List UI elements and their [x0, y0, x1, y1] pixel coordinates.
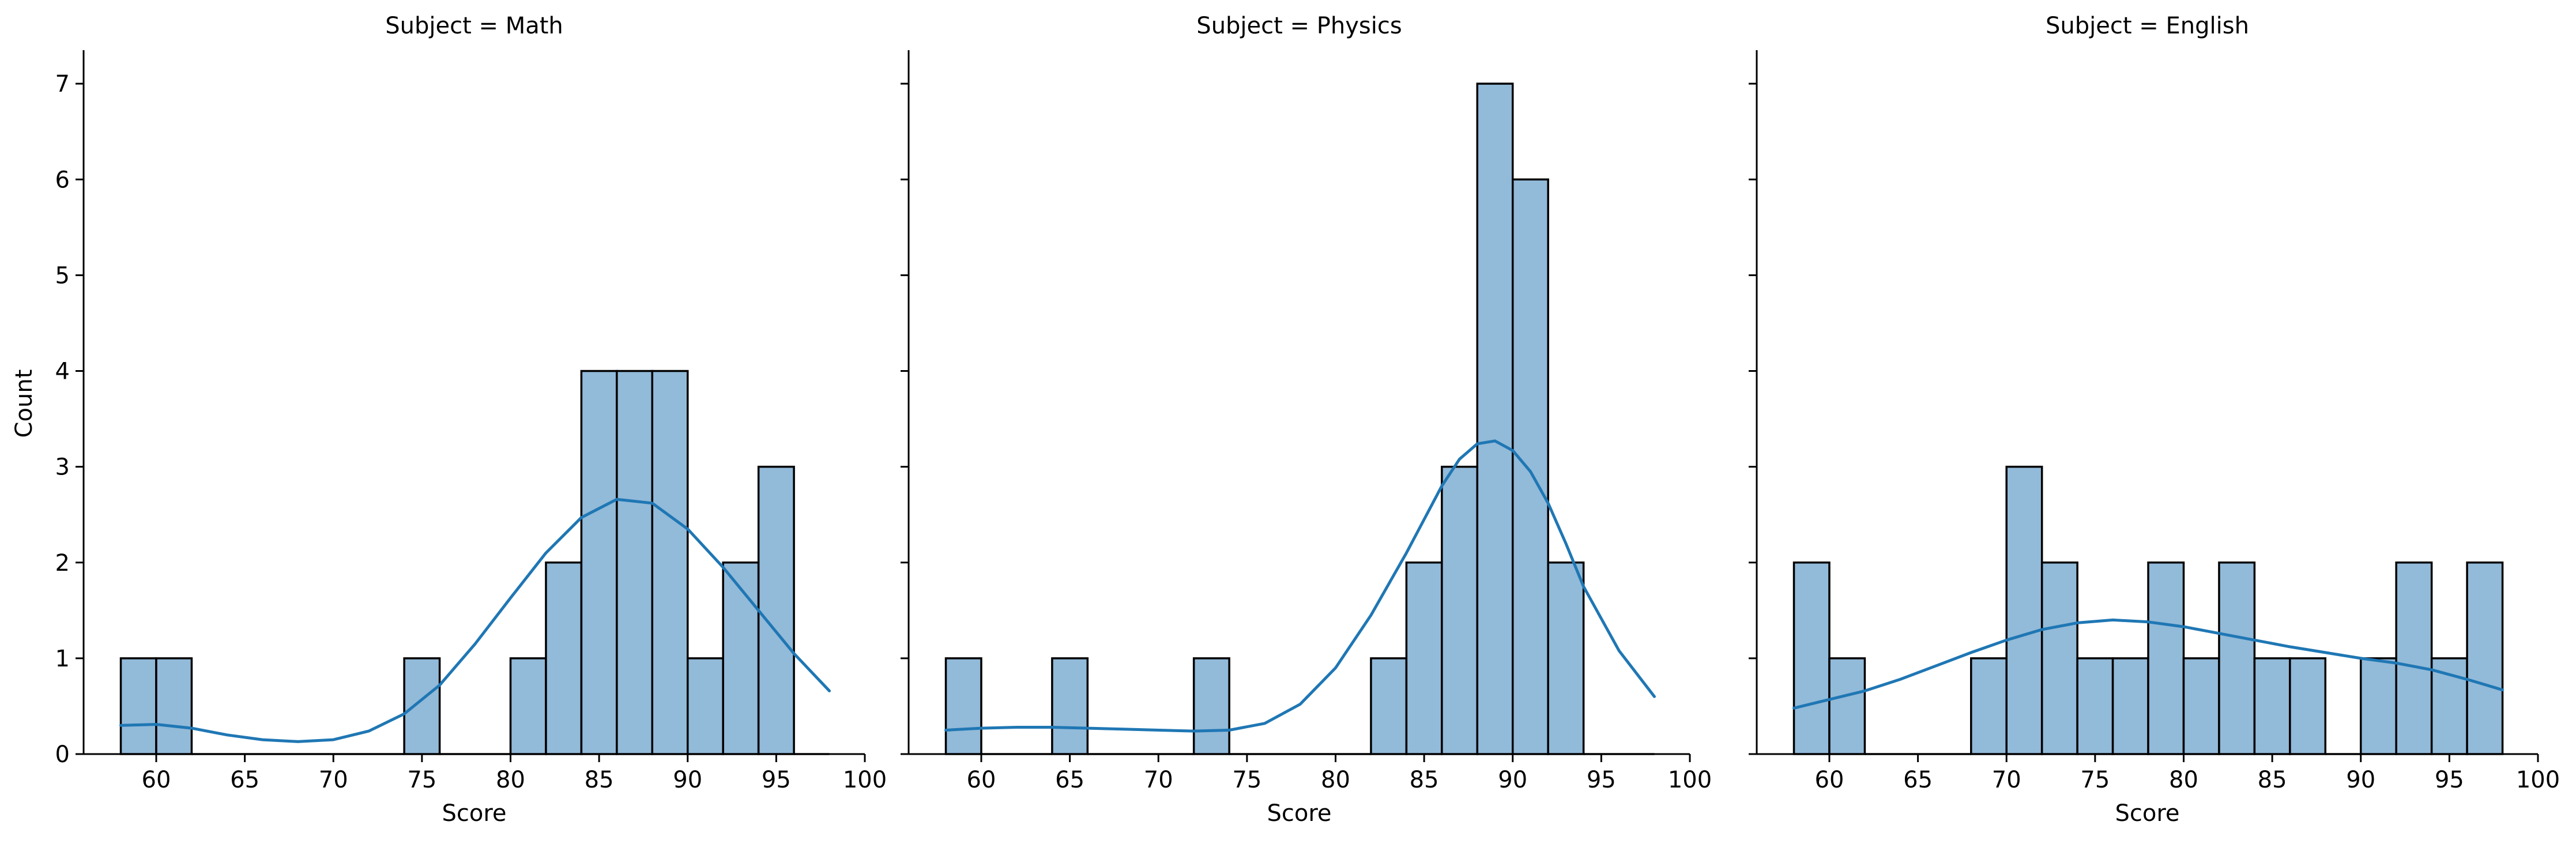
histogram-bar [1970, 657, 2008, 755]
panel-title: Subject = Math [385, 13, 563, 39]
x-tick-label: 75 [407, 767, 436, 793]
histogram-bar [1192, 657, 1230, 755]
histogram-bar [2040, 562, 2078, 755]
panel-title: Subject = English [2046, 13, 2249, 39]
histogram-bar [1828, 657, 1866, 755]
x-tick-label: 70 [1992, 767, 2021, 793]
y-tick-label: 1 [55, 646, 70, 672]
x-tick-label: 80 [496, 767, 525, 793]
y-tick-label: 4 [55, 359, 70, 385]
histogram-bar [722, 562, 760, 755]
histogram-bar [403, 657, 441, 755]
histogram-bar [2253, 657, 2291, 755]
histogram-bar [2359, 657, 2397, 755]
x-tick-label: 80 [2169, 767, 2198, 793]
histogram-bar [580, 370, 618, 755]
histogram-bar [1511, 178, 1549, 755]
histogram-bar [119, 657, 157, 755]
x-axis-label: Score [1267, 800, 1331, 827]
y-axis-label: Count [11, 370, 37, 438]
histogram-bar [2076, 657, 2114, 755]
x-tick-label: 100 [843, 767, 887, 793]
y-tick-label: 0 [55, 741, 70, 768]
x-tick-label: 90 [673, 767, 702, 793]
histogram-bar [2289, 657, 2327, 755]
x-tick-label: 90 [1498, 767, 1527, 793]
y-tick-label: 6 [55, 167, 70, 193]
histogram-bar [155, 657, 193, 755]
x-tick-label: 60 [1815, 767, 1844, 793]
x-tick-label: 65 [230, 767, 259, 793]
histogram-bar [2466, 562, 2504, 755]
x-tick-label: 70 [319, 767, 348, 793]
y-tick-label: 3 [55, 454, 70, 481]
facet-panel-1: 0 1 2 3 4 5 6 7 60 65 70 75 80 85 90 95 100 Score Subject … [55, 13, 887, 827]
y-tick-label: 2 [55, 550, 70, 577]
histogram-bar [651, 370, 689, 755]
x-tick-label: 95 [1587, 767, 1616, 793]
x-tick-label: 85 [2258, 767, 2287, 793]
histogram-bar [1405, 562, 1443, 755]
histogram-bar [1792, 562, 1831, 755]
x-tick-label: 100 [1668, 767, 1712, 793]
histogram-bar [686, 657, 724, 755]
kde-line [1792, 618, 2504, 710]
x-tick-label: 75 [2080, 767, 2110, 793]
facet-panels: 0 1 2 3 4 5 6 7 60 65 70 75 80 85 90 95 100 Score Subject … [55, 13, 2560, 827]
facet-panel-3: 60 65 70 75 80 85 90 95 100 Score Subject = Englis… [1749, 13, 2560, 827]
histogram-bar [545, 562, 583, 755]
y-tick-label: 7 [55, 71, 70, 97]
histogram-bar [1441, 465, 1479, 755]
histogram-bar [1051, 657, 1089, 755]
histogram-bar [1547, 562, 1585, 755]
histogram-bar [2182, 657, 2220, 755]
histogram-bar [2005, 465, 2043, 755]
x-tick-label: 75 [1232, 767, 1261, 793]
x-tick-label: 70 [1144, 767, 1173, 793]
x-tick-label: 60 [967, 767, 996, 793]
facet-panel-2: 60 65 70 75 80 85 90 95 100 Score Subject = Physic… [901, 13, 1712, 827]
x-tick-label: 85 [1410, 767, 1439, 793]
histogram-bar [944, 657, 982, 755]
histogram-bar [616, 370, 654, 755]
x-tick-label: 95 [762, 767, 791, 793]
histogram-bar [757, 465, 795, 755]
histogram-bar [2111, 657, 2149, 755]
x-tick-label: 90 [2346, 767, 2375, 793]
x-axis-label: Score [2115, 800, 2179, 827]
kde-line [944, 439, 1656, 733]
panel-title: Subject = Physics [1196, 13, 1402, 39]
histogram-bar [2147, 562, 2185, 755]
histogram-bar [509, 657, 547, 755]
histogram-bar [2395, 562, 2433, 755]
x-tick-label: 65 [1903, 767, 1933, 793]
x-tick-label: 100 [2516, 767, 2560, 793]
x-tick-label: 80 [1321, 767, 1350, 793]
histogram-bar [1476, 82, 1514, 755]
kde-line [119, 498, 831, 743]
x-axis-label: Score [442, 800, 506, 827]
x-tick-label: 65 [1055, 767, 1084, 793]
x-tick-label: 85 [585, 767, 614, 793]
histogram-bar [2218, 562, 2256, 755]
x-tick-label: 95 [2435, 767, 2464, 793]
y-tick-label: 5 [55, 262, 70, 289]
x-tick-label: 60 [142, 767, 171, 793]
histogram-bar [1370, 657, 1408, 755]
